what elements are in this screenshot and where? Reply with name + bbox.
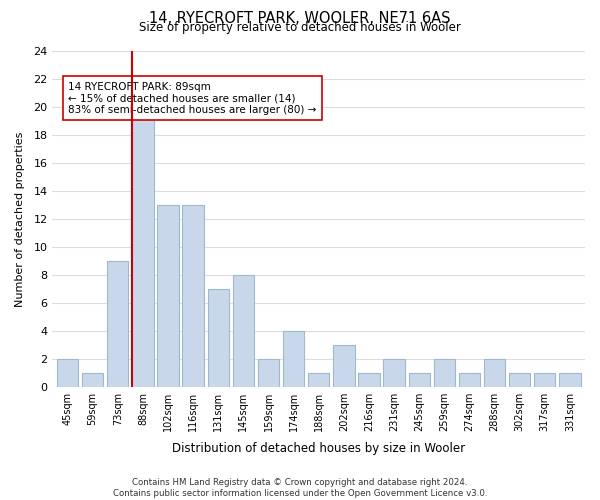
- Bar: [333, 345, 355, 387]
- Bar: [107, 261, 128, 386]
- Bar: [132, 108, 154, 386]
- Bar: [82, 372, 103, 386]
- Text: Size of property relative to detached houses in Wooler: Size of property relative to detached ho…: [139, 22, 461, 35]
- Bar: [434, 358, 455, 386]
- Text: 14, RYECROFT PARK, WOOLER, NE71 6AS: 14, RYECROFT PARK, WOOLER, NE71 6AS: [149, 11, 451, 26]
- Bar: [233, 275, 254, 386]
- Bar: [534, 372, 556, 386]
- Bar: [459, 372, 480, 386]
- Text: 14 RYECROFT PARK: 89sqm
← 15% of detached houses are smaller (14)
83% of semi-de: 14 RYECROFT PARK: 89sqm ← 15% of detache…: [68, 82, 317, 115]
- Bar: [484, 358, 505, 386]
- Bar: [182, 205, 204, 386]
- Bar: [559, 372, 581, 386]
- Bar: [157, 205, 179, 386]
- Bar: [283, 331, 304, 386]
- Bar: [208, 289, 229, 386]
- Bar: [383, 358, 405, 386]
- Bar: [358, 372, 380, 386]
- Bar: [409, 372, 430, 386]
- Bar: [308, 372, 329, 386]
- X-axis label: Distribution of detached houses by size in Wooler: Distribution of detached houses by size …: [172, 442, 465, 455]
- Bar: [509, 372, 530, 386]
- Text: Contains HM Land Registry data © Crown copyright and database right 2024.
Contai: Contains HM Land Registry data © Crown c…: [113, 478, 487, 498]
- Bar: [57, 358, 78, 386]
- Y-axis label: Number of detached properties: Number of detached properties: [15, 132, 25, 307]
- Bar: [258, 358, 279, 386]
